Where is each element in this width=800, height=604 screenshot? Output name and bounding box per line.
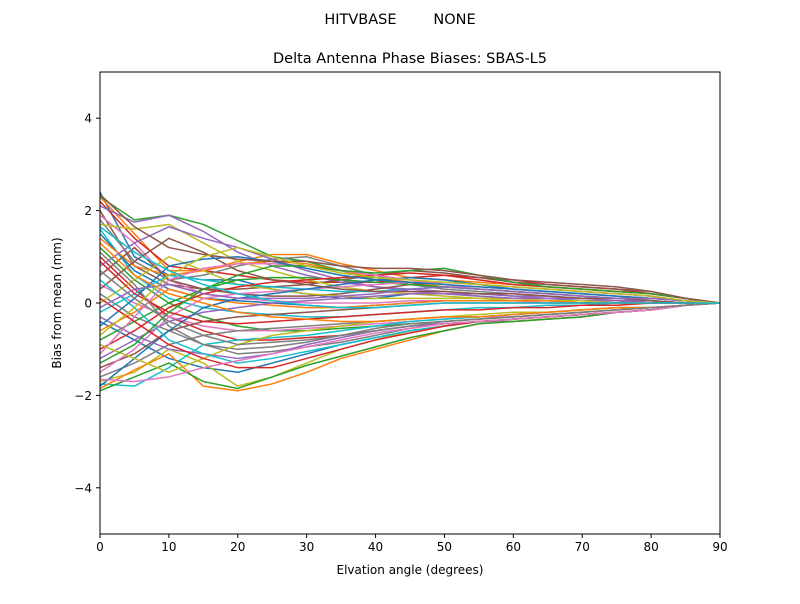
y-tick-label: −4 <box>74 481 92 495</box>
series-line-47 <box>100 302 720 383</box>
series-line-48 <box>100 270 720 346</box>
x-tick-label: 40 <box>368 540 383 554</box>
series-line-43 <box>100 265 720 364</box>
series-line-41 <box>100 256 720 327</box>
x-tick-label: 50 <box>437 540 452 554</box>
x-tick-label: 90 <box>712 540 727 554</box>
y-tick-label: −2 <box>74 389 92 403</box>
series-line-42 <box>100 242 720 323</box>
series-lines <box>100 191 720 392</box>
x-tick-label: 30 <box>299 540 314 554</box>
series-line-45 <box>100 283 720 309</box>
series-line-34 <box>100 260 720 325</box>
x-tick-label: 80 <box>643 540 658 554</box>
series-line-49 <box>100 246 720 336</box>
x-tick-label: 10 <box>161 540 176 554</box>
chart-title: Delta Antenna Phase Biases: SBAS-L5 <box>273 51 547 67</box>
x-tick-label: 70 <box>575 540 590 554</box>
x-axis-label: Elvation angle (degrees) <box>337 563 484 577</box>
x-tick-label: 60 <box>506 540 521 554</box>
series-line-46 <box>100 193 720 304</box>
y-tick-label: 0 <box>84 297 92 311</box>
series-line-50 <box>100 226 720 309</box>
x-axis: 0 10 20 30 40 50 60 70 80 90 <box>96 534 728 554</box>
y-axis: −4 −2 0 2 4 <box>74 112 100 495</box>
y-tick-label: 2 <box>84 204 92 218</box>
x-tick-label: 0 <box>96 540 104 554</box>
y-tick-label: 4 <box>84 112 92 126</box>
y-axis-label: Bias from mean (mm) <box>50 237 64 368</box>
x-tick-label: 20 <box>230 540 245 554</box>
figure-suptitle: HITVBASE NONE <box>324 12 475 28</box>
